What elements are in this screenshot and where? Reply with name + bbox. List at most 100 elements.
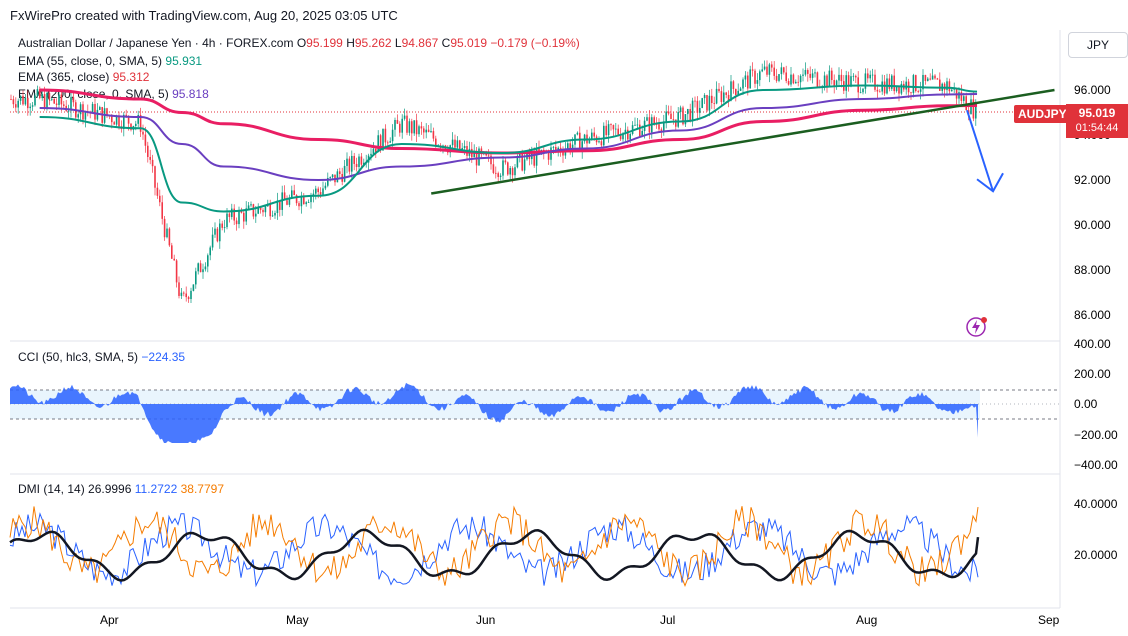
dmi-adx-line [9, 528, 980, 582]
candle-body [372, 148, 375, 154]
candle-body [763, 66, 766, 70]
candle-body [766, 66, 768, 75]
candle-body [490, 155, 492, 165]
cci-tick-1: 200.00 [1074, 367, 1111, 381]
candle-body [67, 110, 70, 112]
candle-body [10, 99, 12, 100]
candle-body [223, 227, 226, 228]
candle-body [972, 99, 975, 119]
candle-body [768, 64, 771, 75]
candle-body [619, 134, 622, 140]
candle-body [127, 115, 130, 124]
candle-body [24, 97, 27, 105]
candle-body [538, 147, 540, 153]
candle-body [303, 195, 305, 205]
candle-body [658, 124, 660, 130]
candle-body [106, 108, 108, 116]
candle-body [315, 188, 317, 194]
candle-body [27, 97, 29, 109]
candle-body [809, 73, 811, 78]
candle-body [948, 81, 951, 92]
dmi-tick-1: 20.0000 [1074, 548, 1118, 562]
candle-body [454, 139, 456, 148]
dmi-legend[interactable]: DMI (14, 14) 26.9996 11.2722 38.7797 [18, 482, 224, 496]
candle-body [547, 151, 550, 160]
candle-body [898, 86, 900, 94]
candle-body [862, 88, 864, 93]
candle-body [401, 118, 403, 133]
candle-body [787, 81, 790, 85]
candle-body [523, 159, 526, 171]
candle-body [859, 92, 862, 94]
ema365-legend[interactable]: EMA (365, close) 95.312 [18, 70, 149, 84]
candle-body [730, 81, 732, 101]
candle-body [905, 81, 907, 90]
alert-icon[interactable] [966, 317, 987, 337]
candle-body [720, 91, 723, 102]
candle-body [883, 81, 886, 94]
candle-body [34, 95, 36, 106]
candle-body [581, 141, 583, 152]
change-value: −0.179 (−0.19%) [490, 36, 580, 50]
candle-body [279, 200, 281, 210]
open-key: O [296, 36, 307, 50]
candle-body [867, 73, 869, 79]
candle-body [723, 92, 725, 102]
candle-body [420, 126, 423, 129]
candle-body [871, 74, 874, 76]
candle-body [725, 92, 727, 95]
candle-body [617, 128, 619, 135]
candle-body [850, 76, 852, 87]
candle-body [552, 146, 555, 148]
candle-body [627, 129, 629, 140]
cci-legend[interactable]: CCI (50, hlc3, SMA, 5) −224.35 [18, 350, 185, 364]
candle-body [708, 95, 711, 111]
instrument-description: Australian Dollar / Japanese Yen · 4h · … [18, 36, 294, 50]
candle-body [931, 75, 934, 80]
candle-body [663, 121, 665, 132]
candle-body [305, 202, 307, 205]
cci-tick-4: −400.00 [1074, 458, 1118, 472]
candle-body [535, 147, 538, 166]
candle-body [895, 86, 898, 92]
candle-body [240, 210, 243, 213]
candle-body [814, 72, 816, 74]
candle-body [370, 153, 372, 156]
candle-body [238, 210, 240, 225]
candle-body [415, 120, 418, 135]
candle-body [168, 228, 171, 246]
currency-button[interactable]: JPY [1068, 32, 1128, 58]
candle-body [847, 75, 850, 87]
candle-body [591, 132, 593, 139]
candle-body [175, 260, 178, 283]
candle-body [579, 132, 581, 152]
candle-body [775, 75, 778, 81]
candle-body [936, 78, 939, 80]
candle-body [646, 117, 648, 121]
candle-body [879, 91, 881, 93]
candle-body [689, 109, 691, 121]
open-value: 95.199 [306, 36, 343, 50]
candle-body [233, 208, 235, 221]
candle-body [756, 80, 759, 84]
candle-body [115, 115, 118, 125]
candle-body [79, 104, 82, 115]
candle-body [151, 159, 154, 167]
candle-body [430, 131, 432, 133]
candle-body [831, 70, 833, 81]
candle-body [636, 124, 639, 126]
candle-body [960, 92, 963, 101]
candle-body [331, 174, 334, 178]
ema55-legend[interactable]: EMA (55, close, 0, SMA, 5) 95.931 [18, 54, 202, 68]
candle-body [771, 64, 773, 68]
candle-body [137, 114, 139, 124]
low-value: 94.867 [401, 36, 439, 50]
month-label-aug: Aug [856, 613, 877, 627]
candle-body [58, 94, 60, 105]
candle-body [343, 165, 346, 182]
candle-body [639, 124, 641, 137]
candle-body [893, 75, 895, 92]
candle-body [264, 206, 267, 213]
candle-body [742, 79, 744, 89]
